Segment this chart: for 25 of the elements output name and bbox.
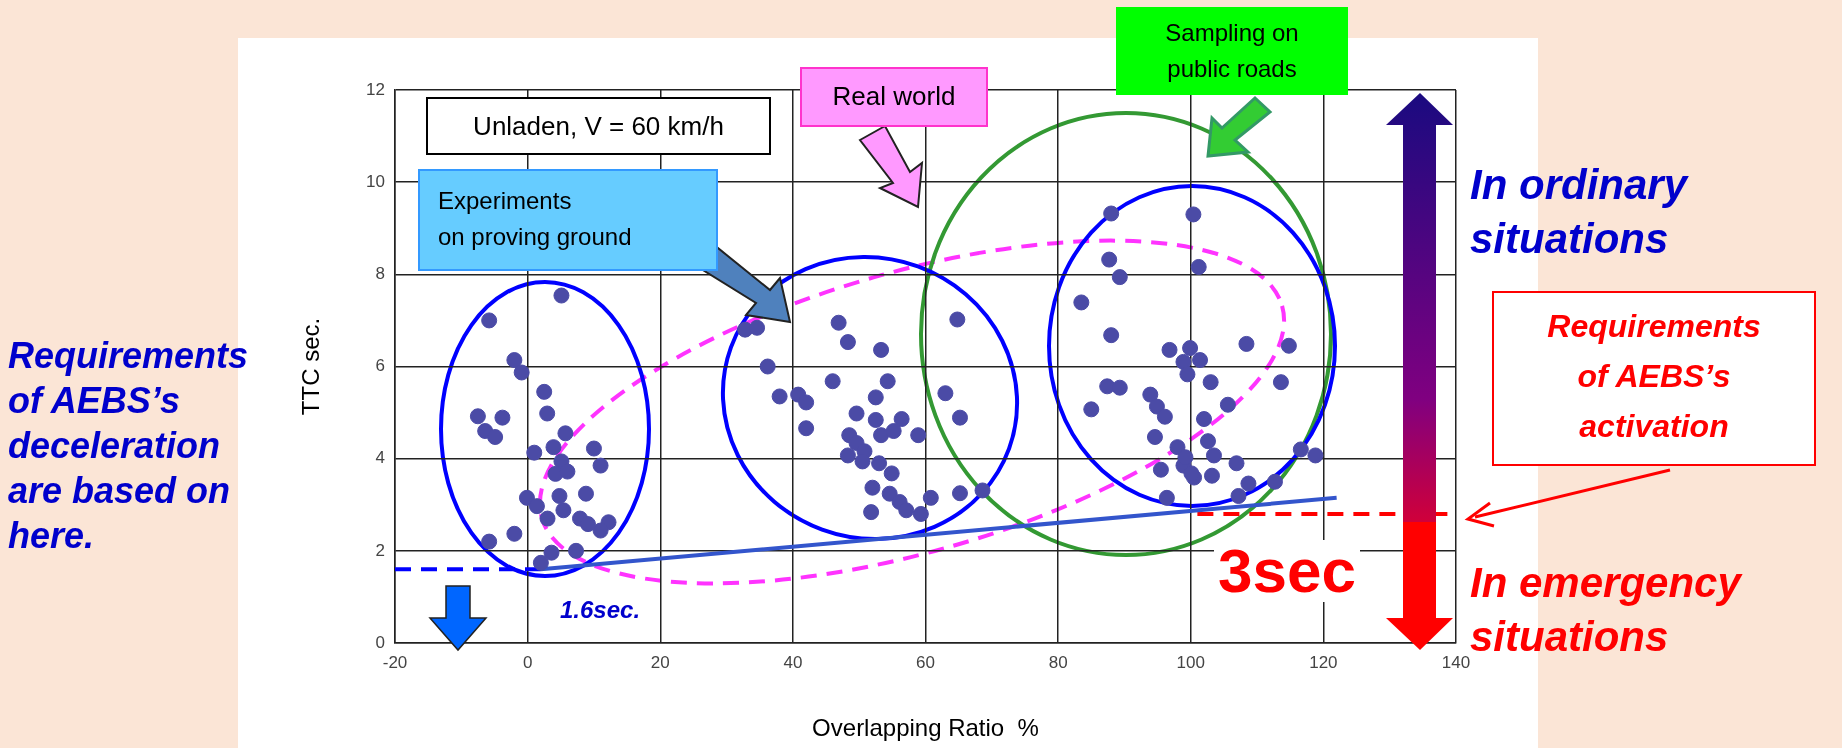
y-tick-label: 4: [375, 448, 385, 468]
y-tick-label: 12: [366, 79, 385, 99]
text: In ordinary situations: [1470, 160, 1690, 264]
x-tick-label: 120: [1309, 652, 1338, 672]
text: Sampling on public roads: [1164, 18, 1300, 84]
text: Requirements of AEBS’s activation: [1546, 307, 1762, 446]
y-tick-label: 6: [375, 356, 385, 376]
y-tick-label: 8: [375, 264, 385, 284]
y-axis-title: TTC sec.: [297, 317, 325, 416]
annotation: Experiments on proving ground: [437, 186, 633, 252]
y-tick-label: 10: [366, 171, 385, 191]
y-tick-label: 2: [375, 540, 385, 560]
y-tick-label: 0: [375, 632, 385, 652]
x-tick-label: 0: [522, 652, 533, 672]
x-tick-label: 140: [1441, 652, 1471, 672]
x-tick-label: 20: [650, 652, 670, 672]
x-tick-label: 40: [783, 652, 803, 672]
text: Requirements of AEBS’s deceleration are based on here.: [8, 335, 249, 556]
text: In emergency situations: [1470, 558, 1744, 662]
x-axis-title: Overlapping Ratio %: [812, 714, 1039, 742]
x-tick-label: 80: [1048, 652, 1068, 672]
annotation: 1.6sec.: [560, 596, 641, 624]
x-tick-label: 60: [916, 652, 935, 672]
x-tick-label: -20: [382, 652, 408, 672]
x-tick-label: 100: [1176, 652, 1205, 672]
